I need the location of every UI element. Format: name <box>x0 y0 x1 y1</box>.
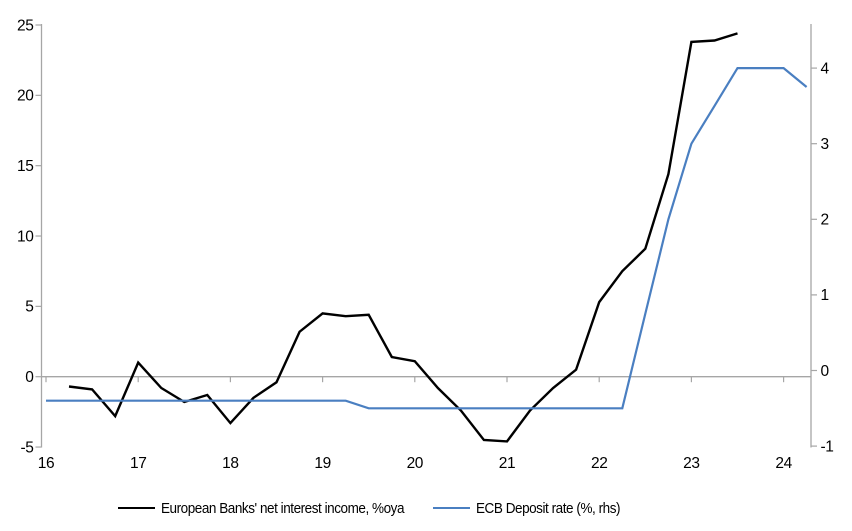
x-axis-tick-label: 17 <box>130 455 146 472</box>
legend-label-nii: European Banks' net interest income, %oy… <box>161 499 405 517</box>
y-right-tick-label: 2 <box>821 212 829 229</box>
series-line-ecb <box>46 66 808 410</box>
x-axis-tick-label: 23 <box>683 455 699 472</box>
legend-line-black <box>118 506 155 510</box>
chart-legend: European Banks' net interest income, %oy… <box>0 498 852 522</box>
y-left-tick-label: 10 <box>17 228 34 245</box>
y-right-tick-label: -1 <box>821 438 834 455</box>
x-axis-tick-label: 24 <box>775 455 792 472</box>
y-right-tick-label: 1 <box>821 287 829 304</box>
legend-label-ecb: ECB Deposit rate (%, rhs) <box>476 499 621 517</box>
y-left-tick-label: -5 <box>21 439 34 456</box>
x-axis-tick-label: 20 <box>407 455 424 472</box>
legend-item-ecb: ECB Deposit rate (%, rhs) <box>433 498 636 518</box>
x-axis-tick-label: 16 <box>38 455 54 472</box>
y-right-tick-label: 0 <box>821 363 830 380</box>
y-right-tick-label: 3 <box>821 136 829 153</box>
y-left-tick-label: 15 <box>17 158 33 175</box>
y-left-tick-label: 25 <box>17 17 33 34</box>
x-axis-tick-label: 21 <box>499 455 515 472</box>
y-left-tick-label: 5 <box>25 299 33 316</box>
legend-item-nii: European Banks' net interest income, %oy… <box>118 498 431 518</box>
series-line-nii <box>68 32 738 443</box>
y-left-tick-label: 0 <box>25 369 34 386</box>
x-axis-tick-label: 19 <box>314 455 330 472</box>
x-axis-tick-label: 22 <box>591 455 607 472</box>
y-right-tick-label: 4 <box>821 60 830 77</box>
y-left-tick-label: 20 <box>17 88 34 105</box>
legend-line-blue <box>433 506 470 510</box>
x-axis-tick-label: 18 <box>222 455 238 472</box>
